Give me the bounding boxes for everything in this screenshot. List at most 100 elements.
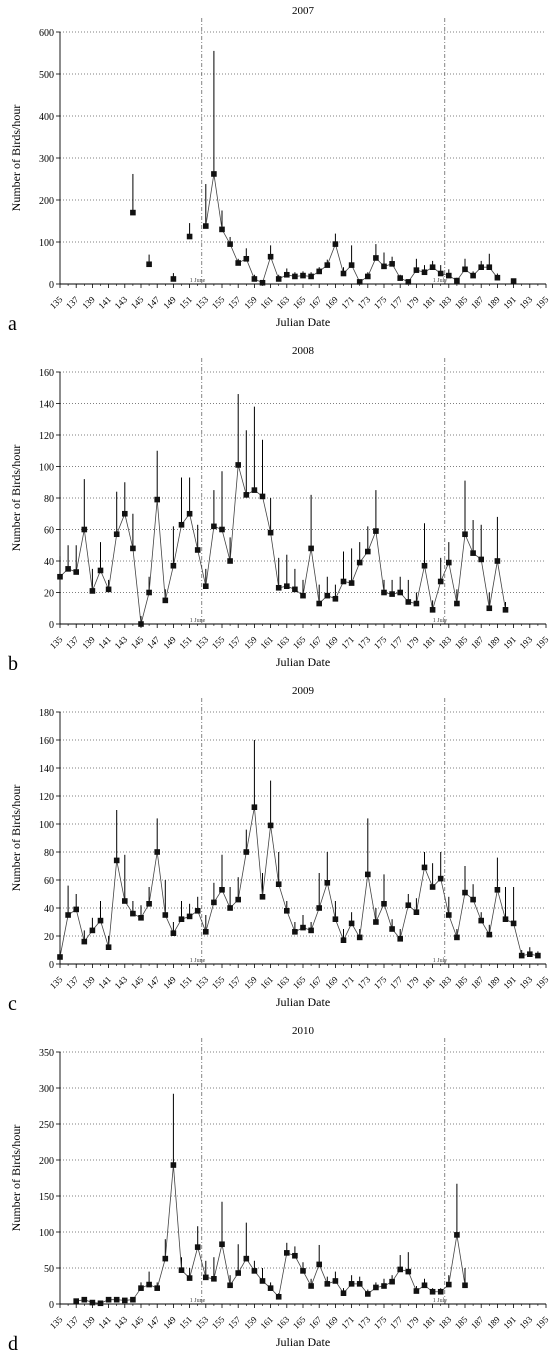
x-tick-label: 159	[242, 634, 259, 651]
data-point	[243, 492, 250, 498]
data-point	[502, 607, 509, 613]
x-axis-label: Julian Date	[276, 315, 330, 329]
data-point	[146, 261, 152, 268]
chart-panel-2009: 2009 0 20 40 60 80 100 120 140 160 180 135 137 139 141…	[0, 680, 550, 1018]
data-point	[381, 263, 387, 270]
data-point	[89, 1299, 96, 1306]
data-point	[316, 268, 322, 275]
x-tick-label: 143	[113, 634, 130, 651]
data-point	[122, 898, 128, 904]
x-tick-label: 169	[323, 974, 340, 991]
data-point	[356, 279, 363, 285]
y-tick-label: 50	[44, 1264, 54, 1275]
x-tick-label: 169	[323, 634, 340, 651]
data-point	[146, 901, 152, 907]
data-point	[73, 1298, 79, 1304]
data-point	[437, 270, 444, 277]
data-point	[235, 1270, 241, 1276]
x-tick-label: 167	[307, 974, 324, 991]
data-point	[292, 273, 298, 280]
x-tick-label: 159	[242, 974, 259, 991]
data-point	[122, 1297, 128, 1304]
data-point	[356, 559, 363, 566]
data-point	[340, 578, 347, 585]
x-tick-label: 165	[291, 1314, 308, 1331]
data-point	[373, 919, 379, 925]
y-tick-label: 0	[49, 1300, 54, 1311]
x-tick-label: 185	[453, 634, 470, 651]
x-tick-label: 143	[113, 974, 130, 991]
data-point	[73, 906, 79, 913]
data-point	[275, 881, 282, 887]
x-tick-label: 191	[501, 294, 518, 311]
data-point	[365, 871, 371, 878]
data-point	[527, 951, 533, 957]
x-tick-label: 175	[372, 294, 389, 311]
data-point	[227, 241, 233, 247]
data-point	[194, 547, 201, 553]
data-point	[138, 915, 144, 921]
data-point	[470, 896, 476, 903]
date-marker-label: 1 June	[190, 1298, 206, 1304]
data-point	[478, 264, 484, 270]
data-point	[186, 1275, 193, 1281]
data-point	[284, 1250, 290, 1256]
data-point	[389, 926, 395, 932]
y-tick-label: 120	[39, 431, 54, 442]
data-point	[251, 487, 258, 493]
data-point	[446, 1281, 452, 1288]
x-tick-label: 177	[388, 1314, 405, 1331]
data-point	[324, 592, 331, 599]
x-tick-label: 147	[145, 1314, 162, 1331]
y-tick-label: 600	[39, 28, 54, 39]
data-point	[405, 1268, 412, 1275]
data-point	[130, 910, 136, 917]
data-point	[251, 804, 258, 810]
data-point	[81, 938, 88, 945]
y-axis-label: Number of Birds/hour	[9, 785, 23, 892]
data-point	[186, 913, 193, 920]
data-point	[203, 583, 209, 589]
x-tick-label: 167	[307, 634, 324, 651]
x-tick-label: 157	[226, 634, 243, 651]
data-point	[437, 875, 444, 882]
chart-2010: 2010 0 50 100 150 200 250 300 350 135 137 139 141 143…	[8, 1025, 550, 1354]
data-point	[518, 952, 525, 959]
data-point	[454, 600, 460, 607]
x-tick-label: 139	[80, 634, 97, 651]
data-point	[186, 510, 193, 517]
data-point	[259, 493, 266, 500]
x-tick-label: 135	[48, 974, 65, 991]
x-tick-label: 165	[291, 974, 308, 991]
data-point	[211, 523, 217, 530]
x-tick-label: 165	[291, 634, 308, 651]
x-tick-label: 147	[145, 294, 162, 311]
data-point	[332, 916, 339, 922]
x-axis-label: Julian Date	[276, 655, 330, 669]
data-point	[57, 573, 63, 580]
data-point	[405, 599, 412, 605]
data-point	[486, 264, 493, 270]
x-tick-label: 149	[161, 294, 178, 311]
data-point	[421, 269, 428, 276]
data-point	[162, 597, 169, 604]
data-point	[413, 909, 420, 915]
panel-letter: d	[8, 1333, 18, 1354]
data-point	[178, 916, 185, 922]
x-tick-label: 195	[534, 294, 550, 311]
data-point	[194, 908, 201, 914]
x-tick-label: 145	[129, 294, 146, 311]
x-tick-label: 191	[501, 1314, 518, 1331]
x-tick-label: 193	[518, 634, 535, 651]
data-point	[332, 1278, 339, 1284]
date-marker-label: 1 July	[433, 958, 448, 964]
x-tick-label: 159	[242, 1314, 259, 1331]
data-point	[251, 276, 258, 282]
data-point	[429, 607, 436, 613]
x-tick-label: 185	[453, 1314, 470, 1331]
data-point	[486, 931, 493, 938]
x-tick-label: 139	[80, 974, 97, 991]
data-point	[356, 1281, 363, 1287]
data-point	[300, 592, 306, 599]
